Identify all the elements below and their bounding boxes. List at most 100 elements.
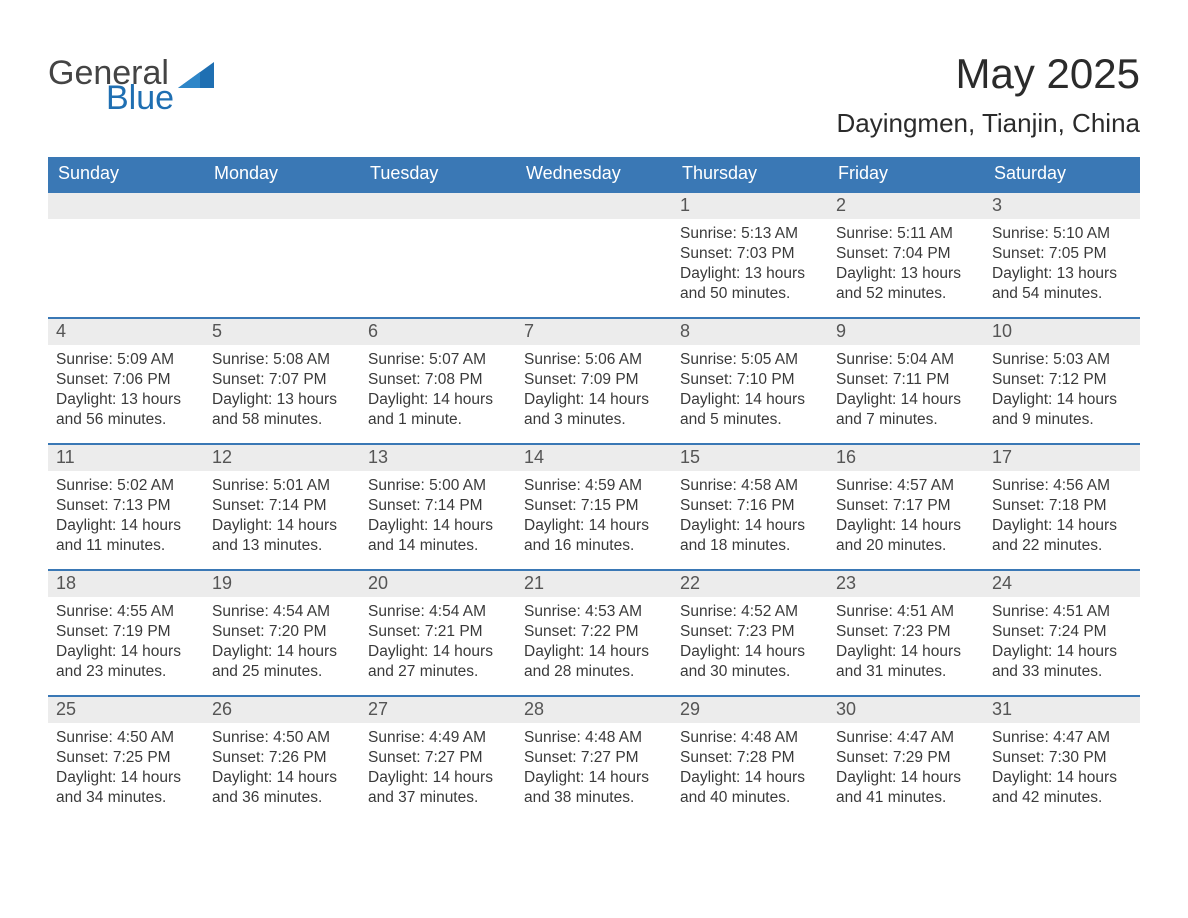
daylight-line-label: Daylight: [524, 517, 589, 534]
day-body: Sunrise: 5:01 AMSunset: 7:14 PMDaylight:… [204, 471, 360, 557]
sunset-line: Sunset: 7:08 PM [368, 370, 510, 390]
daylight-line-label: Daylight: [368, 769, 433, 786]
sunset-line: Sunset: 7:17 PM [836, 496, 978, 516]
day-cell: 25Sunrise: 4:50 AMSunset: 7:25 PMDayligh… [48, 697, 204, 821]
daylight-line-label: Daylight: [680, 769, 745, 786]
sunset-line-label: Sunset: [680, 623, 737, 640]
empty-day-cell [360, 193, 516, 317]
sunset-line-value: 7:17 PM [893, 497, 951, 514]
day-of-week-saturday: Saturday [984, 157, 1140, 191]
sunrise-line-value: 4:51 AM [1053, 603, 1110, 620]
sunrise-line: Sunrise: 4:51 AM [836, 602, 978, 622]
sunrise-line-value: 4:58 AM [741, 477, 798, 494]
sunrise-line: Sunrise: 4:54 AM [212, 602, 354, 622]
day-body: Sunrise: 4:51 AMSunset: 7:24 PMDaylight:… [984, 597, 1140, 683]
day-number-bar: 23 [828, 571, 984, 597]
daylight-line: Daylight: 14 hours and 31 minutes. [836, 642, 978, 682]
sunrise-line-label: Sunrise: [212, 729, 273, 746]
sunrise-line-label: Sunrise: [992, 603, 1053, 620]
day-body: Sunrise: 4:59 AMSunset: 7:15 PMDaylight:… [516, 471, 672, 557]
sunset-line: Sunset: 7:28 PM [680, 748, 822, 768]
sunset-line: Sunset: 7:14 PM [212, 496, 354, 516]
day-cell: 20Sunrise: 4:54 AMSunset: 7:21 PMDayligh… [360, 571, 516, 695]
logo-triangle-icon [178, 62, 214, 88]
daylight-line-label: Daylight: [680, 643, 745, 660]
week-row: 25Sunrise: 4:50 AMSunset: 7:25 PMDayligh… [48, 695, 1140, 821]
sunset-line-value: 7:14 PM [269, 497, 327, 514]
location: Dayingmen, Tianjin, China [837, 108, 1141, 139]
day-number: 10 [992, 321, 1012, 341]
sunrise-line-value: 5:10 AM [1053, 225, 1110, 242]
sunset-line-value: 7:10 PM [737, 371, 795, 388]
sunrise-line-value: 5:07 AM [429, 351, 486, 368]
daylight-line: Daylight: 14 hours and 34 minutes. [56, 768, 198, 808]
day-cell: 30Sunrise: 4:47 AMSunset: 7:29 PMDayligh… [828, 697, 984, 821]
sunset-line: Sunset: 7:19 PM [56, 622, 198, 642]
sunset-line: Sunset: 7:18 PM [992, 496, 1134, 516]
day-number: 31 [992, 699, 1012, 719]
sunrise-line: Sunrise: 5:08 AM [212, 350, 354, 370]
sunrise-line-label: Sunrise: [524, 477, 585, 494]
day-number-bar: 14 [516, 445, 672, 471]
sunset-line: Sunset: 7:09 PM [524, 370, 666, 390]
sunrise-line-value: 4:52 AM [741, 603, 798, 620]
sunset-line-label: Sunset: [836, 623, 893, 640]
sunset-line-label: Sunset: [56, 371, 113, 388]
daylight-line-label: Daylight: [836, 391, 901, 408]
day-number-bar: 25 [48, 697, 204, 723]
daylight-line: Daylight: 13 hours and 50 minutes. [680, 264, 822, 304]
day-number-bar [360, 193, 516, 219]
day-body: Sunrise: 5:02 AMSunset: 7:13 PMDaylight:… [48, 471, 204, 557]
day-number-bar: 7 [516, 319, 672, 345]
day-cell: 26Sunrise: 4:50 AMSunset: 7:26 PMDayligh… [204, 697, 360, 821]
day-cell: 27Sunrise: 4:49 AMSunset: 7:27 PMDayligh… [360, 697, 516, 821]
day-body: Sunrise: 4:47 AMSunset: 7:29 PMDaylight:… [828, 723, 984, 809]
sunrise-line-value: 4:53 AM [585, 603, 642, 620]
sunrise-line: Sunrise: 4:47 AM [836, 728, 978, 748]
sunset-line-value: 7:07 PM [269, 371, 327, 388]
day-number: 14 [524, 447, 544, 467]
day-cell: 7Sunrise: 5:06 AMSunset: 7:09 PMDaylight… [516, 319, 672, 443]
daylight-line: Daylight: 14 hours and 41 minutes. [836, 768, 978, 808]
daylight-line: Daylight: 14 hours and 20 minutes. [836, 516, 978, 556]
sunset-line: Sunset: 7:29 PM [836, 748, 978, 768]
daylight-line: Daylight: 14 hours and 30 minutes. [680, 642, 822, 682]
day-cell: 4Sunrise: 5:09 AMSunset: 7:06 PMDaylight… [48, 319, 204, 443]
day-body: Sunrise: 5:06 AMSunset: 7:09 PMDaylight:… [516, 345, 672, 431]
day-number: 4 [56, 321, 66, 341]
day-cell: 15Sunrise: 4:58 AMSunset: 7:16 PMDayligh… [672, 445, 828, 569]
day-cell: 24Sunrise: 4:51 AMSunset: 7:24 PMDayligh… [984, 571, 1140, 695]
calendar-body: 1Sunrise: 5:13 AMSunset: 7:03 PMDaylight… [48, 191, 1140, 821]
sunrise-line-value: 4:56 AM [1053, 477, 1110, 494]
week-row: 4Sunrise: 5:09 AMSunset: 7:06 PMDaylight… [48, 317, 1140, 443]
day-of-week-thursday: Thursday [672, 157, 828, 191]
day-number-bar: 4 [48, 319, 204, 345]
sunset-line-label: Sunset: [212, 749, 269, 766]
sunset-line-label: Sunset: [524, 371, 581, 388]
daylight-line: Daylight: 14 hours and 14 minutes. [368, 516, 510, 556]
week-row: 18Sunrise: 4:55 AMSunset: 7:19 PMDayligh… [48, 569, 1140, 695]
day-number-bar: 2 [828, 193, 984, 219]
sunrise-line: Sunrise: 5:01 AM [212, 476, 354, 496]
sunrise-line-label: Sunrise: [368, 603, 429, 620]
sunset-line-label: Sunset: [680, 749, 737, 766]
sunrise-line-label: Sunrise: [992, 225, 1053, 242]
day-body: Sunrise: 4:50 AMSunset: 7:25 PMDaylight:… [48, 723, 204, 809]
sunrise-line-value: 5:11 AM [897, 225, 953, 242]
sunrise-line: Sunrise: 4:56 AM [992, 476, 1134, 496]
sunrise-line-label: Sunrise: [992, 729, 1053, 746]
sunrise-line-value: 5:03 AM [1053, 351, 1110, 368]
sunset-line-value: 7:30 PM [1049, 749, 1107, 766]
day-number: 5 [212, 321, 222, 341]
day-cell: 14 Sunrise: 4:59 AMSunset: 7:15 PMDayligh… [516, 445, 672, 569]
day-number-bar: 29 [672, 697, 828, 723]
day-body: Sunrise: 5:07 AMSunset: 7:08 PMDaylight:… [360, 345, 516, 431]
daylight-line: Daylight: 14 hours and 18 minutes. [680, 516, 822, 556]
daylight-line: Daylight: 14 hours and 13 minutes. [212, 516, 354, 556]
day-cell: 11Sunrise: 5:02 AMSunset: 7:13 PMDayligh… [48, 445, 204, 569]
sunset-line-value: 7:03 PM [737, 245, 795, 262]
day-body: Sunrise: 5:08 AMSunset: 7:07 PMDaylight:… [204, 345, 360, 431]
day-body: Sunrise: 4:55 AMSunset: 7:19 PMDaylight:… [48, 597, 204, 683]
daylight-line-label: Daylight: [524, 769, 589, 786]
sunset-line: Sunset: 7:11 PM [836, 370, 978, 390]
